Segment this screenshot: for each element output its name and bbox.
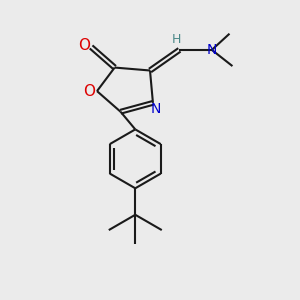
Text: H: H (172, 33, 181, 46)
Text: N: N (151, 102, 161, 116)
Text: N: N (207, 43, 217, 57)
Text: O: O (83, 84, 95, 99)
Text: O: O (78, 38, 90, 53)
